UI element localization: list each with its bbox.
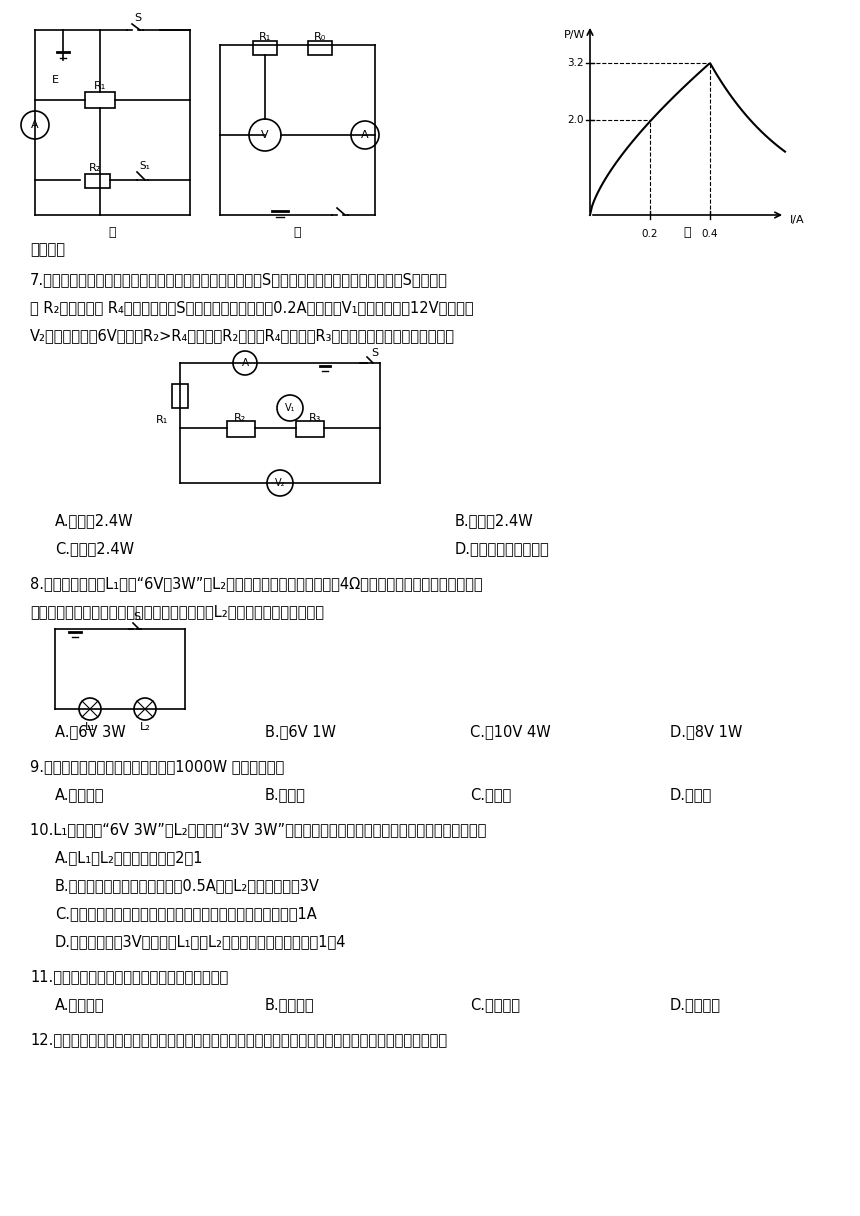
Text: B.　大于2.4W: B. 大于2.4W (455, 513, 534, 528)
Text: 阔 R₂更换为电阔 R₄，再闭合开关S，电流表的示数变化了0.2A，电压表V₁的示数变化了12V，电压表: 阔 R₂更换为电阔 R₄，再闭合开关S，电流表的示数变化了0.2A，电压表V₁的… (30, 300, 474, 315)
Text: 8.两个灯泡，其中L₁标有“6V，3W”，L₂没有标记，但测得它的电阔是4Ω，把它们串联后接在某一电路中: 8.两个灯泡，其中L₁标有“6V，3W”，L₂没有标记，但测得它的电阔是4Ω，把… (30, 576, 482, 591)
Bar (296, 421, 324, 437)
Text: C.　小于2.4W: C. 小于2.4W (55, 541, 134, 556)
Text: A.　L₁与L₂灯丝电阔之比为2：1: A. L₁与L₂灯丝电阔之比为2：1 (55, 850, 204, 865)
Text: L₁: L₁ (84, 722, 95, 732)
Text: R₁: R₁ (156, 415, 168, 426)
Text: 时，两灯均能正常发光，这个电路两端的电压和L₂的电功率分别是（　　〩: 时，两灯均能正常发光，这个电路两端的电压和L₂的电功率分别是（ 〩 (30, 604, 324, 619)
Text: C.　台灯: C. 台灯 (470, 787, 511, 803)
Text: S: S (372, 348, 378, 358)
Text: S₁: S₁ (139, 161, 150, 171)
Text: D.　两灯并联在3V电压下，L₁灯与L₂灯消耗的实际功率之比为1：4: D. 两灯并联在3V电压下，L₁灯与L₂灯消耗的实际功率之比为1：4 (55, 934, 347, 948)
Bar (85, 174, 110, 188)
Text: A.　空调器: A. 空调器 (55, 997, 105, 1012)
Text: R₀: R₀ (314, 32, 326, 43)
Bar (85, 92, 115, 108)
Text: 甲: 甲 (108, 226, 116, 240)
Text: A.　6V 3W: A. 6V 3W (55, 724, 126, 739)
Text: 12.如图所示，是科技小组设计的监测河水流速变化的装置原理图，机翼状的探头始终浸没在水中，通过连: 12.如图所示，是科技小组设计的监测河水流速变化的装置原理图，机翼状的探头始终浸… (30, 1032, 447, 1047)
Text: V₂的示数变化了6V。已知R₂>R₄，则在将R₂更换为R₄后，电阔R₃消耗的电功率的增加値（　　〩: V₂的示数变化了6V。已知R₂>R₄，则在将R₂更换为R₄后，电阔R₃消耗的电功… (30, 328, 455, 343)
Text: B.　6V 1W: B. 6V 1W (265, 724, 336, 739)
Text: B.　洗衣机: B. 洗衣机 (265, 997, 315, 1012)
Text: 0.2: 0.2 (642, 229, 658, 240)
Text: I/A: I/A (790, 215, 805, 225)
Text: A.　电风扇: A. 电风扇 (55, 787, 105, 803)
Text: A: A (361, 130, 369, 140)
Text: L₂: L₂ (139, 722, 150, 732)
Text: D.　空调: D. 空调 (670, 787, 712, 803)
Text: 9.下面几种用电器的额定功率最接近1000W 的是（　　〩: 9.下面几种用电器的额定功率最接近1000W 的是（ 〩 (30, 759, 285, 775)
Text: A: A (242, 358, 249, 368)
Text: R₃: R₃ (309, 413, 321, 423)
Text: S: S (134, 13, 142, 23)
Text: A: A (31, 120, 39, 130)
Text: D.　8V 1W: D. 8V 1W (670, 724, 742, 739)
Text: D.　以上情况均有可能: D. 以上情况均有可能 (455, 541, 550, 556)
Text: R₂: R₂ (234, 413, 246, 423)
Text: 丙: 丙 (683, 226, 691, 240)
Text: B.　电脑: B. 电脑 (265, 787, 306, 803)
Bar (253, 41, 277, 55)
Text: C.　两灯并联，当一个灯正常发光时，通过另一个灯的电流为1A: C. 两灯并联，当一个灯正常发光时，通过另一个灯的电流为1A (55, 906, 316, 921)
Text: A.　等于2.4W: A. 等于2.4W (55, 513, 133, 528)
Text: R₁: R₁ (94, 81, 106, 91)
Text: B.　两灯串联，当电路中电流为0.5A时，L₂灯两端电压为3V: B. 两灯串联，当电路中电流为0.5A时，L₂灯两端电压为3V (55, 878, 320, 893)
Text: 0.4: 0.4 (702, 229, 718, 240)
Text: D.　电子钟: D. 电子钟 (670, 997, 721, 1012)
Text: 2.0: 2.0 (568, 116, 584, 125)
Text: R₁: R₁ (259, 32, 271, 43)
Text: S: S (133, 612, 140, 623)
Text: 3.2: 3.2 (568, 58, 584, 68)
Text: 乙: 乙 (293, 226, 301, 240)
Text: C.　微波炉: C. 微波炉 (470, 997, 520, 1012)
Text: P/W: P/W (563, 30, 585, 40)
Text: 10.L₁灯规格为“6V 3W”，L₂灯规格为“3V 3W”，忽略灯丝电阔变化，则下列说法正确的是（　　〩: 10.L₁灯规格为“6V 3W”，L₂灯规格为“3V 3W”，忽略灯丝电阔变化，… (30, 822, 487, 837)
Text: V₁: V₁ (285, 402, 295, 413)
Text: E: E (52, 75, 58, 85)
Text: C.　10V 4W: C. 10V 4W (470, 724, 550, 739)
Text: 7.在如图所示电路中，电源两端的电压保持不变，闭合开关S，电表的示数均不为零；断开开关S，仅将电: 7.在如图所示电路中，电源两端的电压保持不变，闭合开关S，电表的示数均不为零；断… (30, 272, 448, 287)
Bar (308, 41, 332, 55)
Text: R₂: R₂ (89, 163, 101, 173)
Text: V: V (261, 130, 269, 140)
Bar (172, 384, 188, 409)
Text: V₂: V₂ (274, 478, 286, 488)
Bar (227, 421, 255, 437)
Text: 二选择题: 二选择题 (30, 242, 65, 257)
Text: 11.下列家用电器中，工作电流最小的是（　　〩: 11.下列家用电器中，工作电流最小的是（ 〩 (30, 969, 228, 984)
